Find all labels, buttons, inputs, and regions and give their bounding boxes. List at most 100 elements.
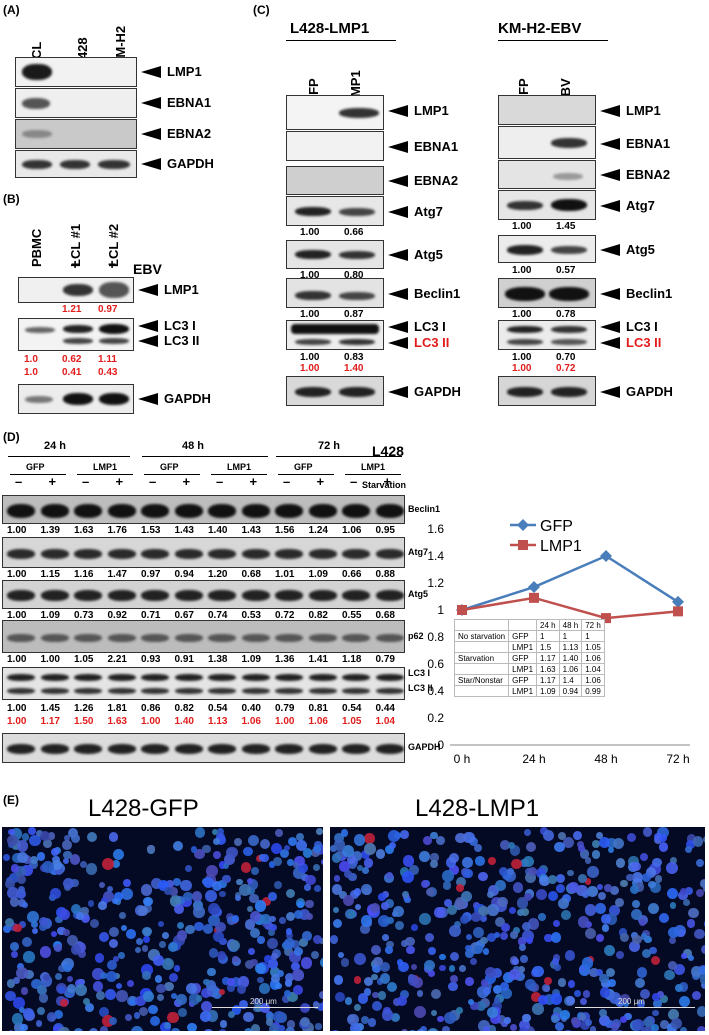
cell-nucleus — [40, 831, 51, 842]
cell-nucleus — [9, 873, 19, 883]
cell-line-label: L428 — [372, 443, 404, 459]
cell-nucleus — [257, 977, 264, 984]
cell-nucleus — [500, 922, 510, 932]
cell-nucleus — [239, 999, 249, 1009]
cell-nucleus — [192, 900, 204, 911]
cell-nucleus — [173, 965, 181, 972]
cell-nucleus — [14, 866, 26, 878]
cell-nucleus — [570, 1017, 579, 1025]
lc3ii-value: 1.0 — [24, 367, 38, 378]
cell-nucleus — [361, 915, 373, 927]
cell-nucleus — [148, 949, 161, 961]
arrow-icon — [141, 157, 161, 170]
table-cell: 1.06 — [581, 652, 605, 664]
cell-nucleus — [247, 834, 260, 847]
cell-nucleus — [67, 983, 77, 994]
cell-nucleus — [419, 913, 431, 925]
arrow-icon — [141, 96, 161, 109]
beclin1-value: 0.78 — [556, 309, 576, 320]
cell-nucleus — [389, 841, 397, 849]
cell-nucleus — [652, 857, 662, 868]
table-cell: 1.09 — [536, 685, 560, 697]
cell-nucleus — [437, 1015, 444, 1023]
cell-nucleus — [180, 880, 192, 892]
cell-nucleus — [513, 882, 524, 893]
band-value: 0.67 — [174, 610, 194, 621]
cell-nucleus — [53, 1010, 63, 1020]
cell-nucleus — [632, 934, 642, 945]
cell-nucleus — [31, 978, 42, 989]
cell-nucleus — [169, 895, 182, 907]
cell-nucleus — [2, 924, 12, 934]
arrow-icon — [600, 320, 620, 333]
cell-nucleus — [270, 842, 283, 855]
cell-nucleus — [10, 864, 19, 873]
cell-nucleus — [283, 938, 295, 950]
cell-nucleus — [652, 999, 662, 1008]
cell-nucleus — [299, 937, 309, 948]
cell-nucleus — [400, 830, 410, 840]
y-tick-label: 0.6 — [427, 657, 444, 671]
cell-nucleus — [265, 1018, 274, 1027]
cell-nucleus — [347, 859, 358, 870]
cell-nucleus — [666, 862, 678, 874]
cell-nucleus — [620, 993, 630, 1004]
cell-nucleus — [606, 837, 617, 849]
cell-nucleus — [605, 967, 615, 977]
cell-nucleus — [527, 918, 540, 930]
cell-nucleus — [381, 1009, 394, 1021]
group-label: GFP — [294, 462, 313, 472]
cell-nucleus — [43, 838, 52, 848]
cell-nucleus — [473, 843, 483, 853]
cell-nucleus — [605, 1019, 614, 1029]
cell-nucleus — [226, 915, 236, 925]
cell-nucleus — [16, 851, 29, 864]
cell-nucleus — [581, 956, 594, 969]
cell-nucleus — [597, 884, 604, 891]
cell-nucleus — [284, 947, 293, 956]
cell-nucleus — [96, 991, 105, 1000]
cell-nucleus — [167, 941, 178, 952]
cell-nucleus — [142, 971, 151, 980]
cell-nucleus — [286, 1020, 295, 1029]
cell-nucleus — [205, 865, 218, 878]
cell-nucleus — [236, 984, 247, 995]
cell-nucleus — [100, 897, 109, 905]
cell-nucleus — [332, 918, 342, 929]
cell-nucleus — [138, 1006, 149, 1017]
y-tick-label: 0.2 — [427, 711, 444, 725]
cell-nucleus — [349, 1022, 361, 1031]
cell-nucleus — [683, 899, 691, 907]
cell-nucleus — [553, 841, 565, 853]
cell-red-dot — [584, 878, 592, 885]
cell-nucleus — [172, 877, 182, 887]
cell-nucleus — [420, 880, 429, 889]
protein-label-c: EBNA2 — [600, 167, 670, 182]
cell-nucleus — [269, 967, 280, 977]
arrow-icon — [388, 205, 408, 218]
cell-nucleus — [508, 907, 516, 915]
cell-nucleus — [222, 977, 230, 985]
cell-nucleus — [423, 836, 433, 846]
cell-nucleus — [21, 936, 32, 947]
cell-nucleus — [477, 871, 488, 882]
cell-nucleus — [300, 873, 309, 882]
cell-red-dot — [12, 923, 22, 933]
cell-nucleus — [603, 944, 615, 956]
cell-nucleus — [2, 853, 10, 861]
cell-nucleus — [52, 855, 60, 864]
cell-nucleus — [353, 1003, 362, 1012]
protein-label-c: GAPDH — [388, 384, 461, 399]
panel-c-right-title: KM-H2-EBV — [498, 20, 582, 37]
lc3i-value: 1.00 — [300, 352, 320, 363]
cell-nucleus — [312, 934, 322, 944]
cell-nucleus — [291, 940, 301, 950]
protein-label-a: EBNA2 — [141, 126, 211, 141]
cell-nucleus — [490, 1013, 501, 1024]
cell-nucleus — [334, 839, 346, 851]
atg5-value: 0.80 — [344, 270, 364, 281]
cell-nucleus — [419, 1026, 427, 1031]
cell-nucleus — [219, 890, 226, 897]
cell-nucleus — [543, 830, 554, 841]
cell-nucleus — [314, 840, 323, 849]
